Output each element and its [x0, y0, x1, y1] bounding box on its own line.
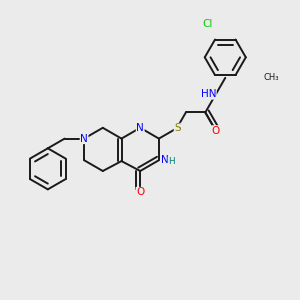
Text: N: N [136, 123, 144, 133]
Text: CH₃: CH₃ [263, 73, 279, 82]
Text: N: N [161, 155, 169, 165]
Text: N: N [80, 134, 88, 144]
Text: S: S [174, 123, 181, 133]
Text: HN: HN [201, 89, 216, 99]
Text: O: O [212, 126, 220, 136]
Text: O: O [136, 188, 144, 197]
Text: H: H [168, 157, 175, 166]
Text: Cl: Cl [202, 20, 213, 29]
